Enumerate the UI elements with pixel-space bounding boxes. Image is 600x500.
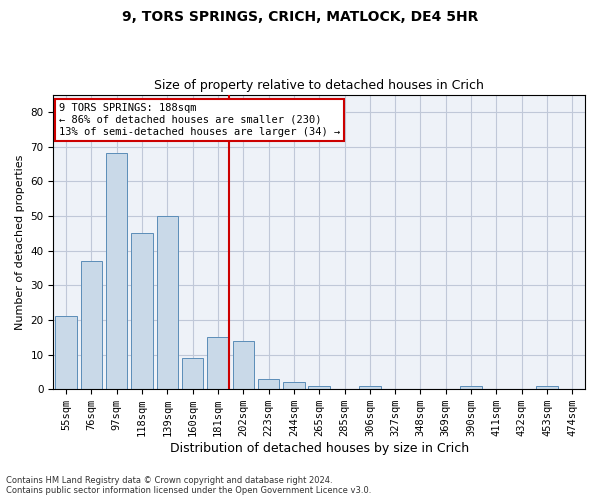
Bar xyxy=(283,382,305,389)
Bar xyxy=(131,233,153,389)
Bar xyxy=(359,386,380,389)
Bar xyxy=(308,386,330,389)
Bar xyxy=(55,316,77,389)
Bar xyxy=(106,154,127,389)
X-axis label: Distribution of detached houses by size in Crich: Distribution of detached houses by size … xyxy=(170,442,469,455)
Bar xyxy=(80,261,102,389)
Bar xyxy=(460,386,482,389)
Bar xyxy=(207,337,229,389)
Title: Size of property relative to detached houses in Crich: Size of property relative to detached ho… xyxy=(154,79,484,92)
Bar xyxy=(182,358,203,389)
Bar xyxy=(233,340,254,389)
Bar xyxy=(157,216,178,389)
Y-axis label: Number of detached properties: Number of detached properties xyxy=(15,154,25,330)
Bar xyxy=(536,386,558,389)
Text: Contains HM Land Registry data © Crown copyright and database right 2024.
Contai: Contains HM Land Registry data © Crown c… xyxy=(6,476,371,495)
Bar xyxy=(258,379,280,389)
Text: 9 TORS SPRINGS: 188sqm
← 86% of detached houses are smaller (230)
13% of semi-de: 9 TORS SPRINGS: 188sqm ← 86% of detached… xyxy=(59,104,340,136)
Text: 9, TORS SPRINGS, CRICH, MATLOCK, DE4 5HR: 9, TORS SPRINGS, CRICH, MATLOCK, DE4 5HR xyxy=(122,10,478,24)
